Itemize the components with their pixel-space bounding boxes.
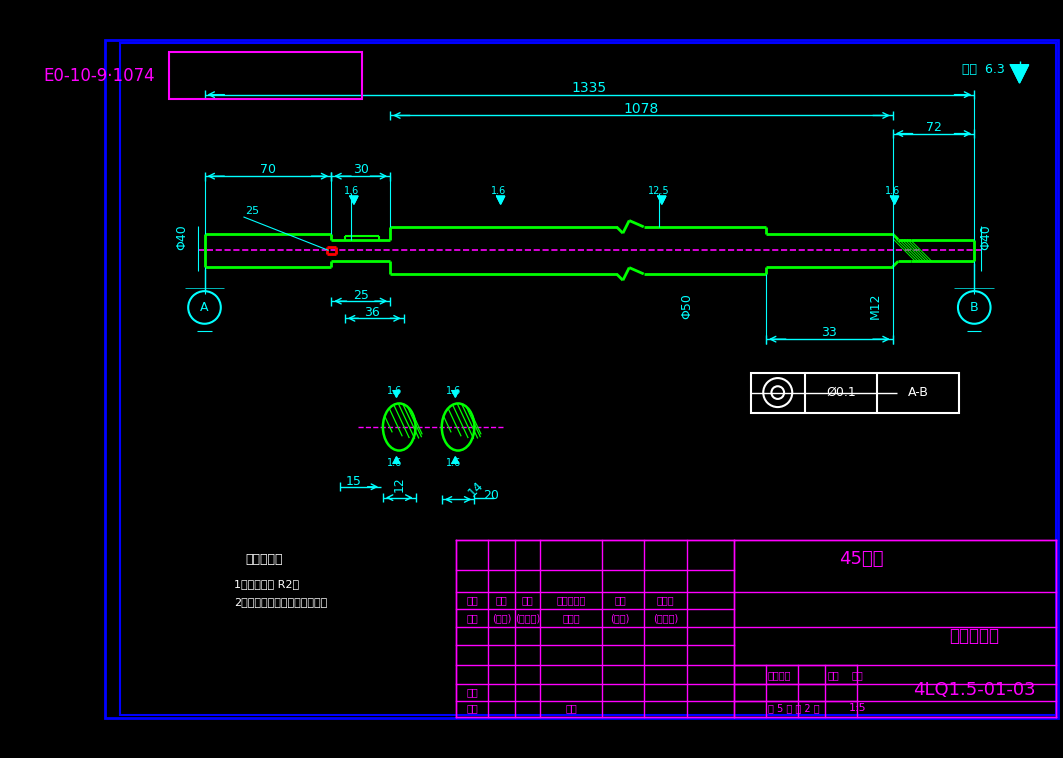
- Bar: [750, 373, 959, 413]
- Text: Ø0.1: Ø0.1: [826, 386, 856, 399]
- Text: 25: 25: [246, 205, 259, 215]
- Text: 标记: 标记: [467, 595, 478, 605]
- Text: 25: 25: [353, 290, 369, 302]
- Text: 15: 15: [345, 475, 361, 488]
- Text: (年月日): (年月日): [516, 613, 540, 623]
- Text: 重量: 重量: [828, 670, 840, 680]
- Text: 45号锢: 45号锢: [839, 550, 883, 568]
- Text: 1335: 1335: [572, 81, 607, 96]
- Text: 标准化: 标准化: [562, 613, 580, 623]
- Text: 1.6: 1.6: [387, 459, 402, 468]
- Text: 30: 30: [353, 163, 369, 177]
- Text: 1:5: 1:5: [848, 703, 866, 713]
- Polygon shape: [393, 391, 400, 397]
- Text: E0-10-9·1074: E0-10-9·1074: [43, 67, 154, 85]
- Polygon shape: [452, 391, 458, 397]
- Text: A: A: [200, 301, 208, 314]
- Polygon shape: [496, 196, 505, 204]
- Text: M12: M12: [870, 293, 882, 319]
- Text: 审核: 审核: [467, 688, 478, 697]
- Bar: [169, 52, 362, 99]
- Text: 处数: 处数: [495, 595, 507, 605]
- Text: 72: 72: [926, 121, 942, 133]
- Text: 2、与轴承配合处需渗碳处理。: 2、与轴承配合处需渗碳处理。: [234, 597, 327, 606]
- Polygon shape: [658, 196, 665, 204]
- Text: 1、未注圆角 R2；: 1、未注圆角 R2；: [234, 578, 300, 589]
- Text: 20: 20: [483, 490, 499, 503]
- Text: 14: 14: [466, 478, 487, 499]
- Text: Φ50: Φ50: [680, 293, 694, 318]
- Text: 工艺: 工艺: [467, 703, 478, 713]
- Text: Φ40: Φ40: [175, 224, 188, 249]
- Text: 1.6: 1.6: [445, 459, 461, 468]
- Text: 技术要求：: 技术要求：: [246, 553, 283, 565]
- Text: A-B: A-B: [908, 386, 929, 399]
- Text: 扒龙传动轴: 扒龙传动轴: [949, 627, 999, 645]
- Text: 1.6: 1.6: [491, 186, 506, 196]
- Text: 4LQ1.5-01-03: 4LQ1.5-01-03: [913, 681, 1035, 699]
- Text: 其余  6.3: 其余 6.3: [962, 63, 1005, 76]
- Text: 36: 36: [365, 306, 379, 319]
- Text: 1.6: 1.6: [387, 386, 402, 396]
- Text: 年月日: 年月日: [657, 595, 674, 605]
- Text: (签名): (签名): [610, 613, 630, 623]
- Polygon shape: [350, 196, 358, 204]
- Text: (年月日): (年月日): [653, 613, 678, 623]
- Text: 批准: 批准: [566, 703, 577, 713]
- Text: 70: 70: [259, 163, 276, 177]
- Polygon shape: [891, 196, 898, 204]
- Text: 33: 33: [822, 326, 838, 340]
- Text: Φ40: Φ40: [979, 224, 993, 249]
- Text: 共 5 张 第 2 张: 共 5 张 第 2 张: [769, 703, 820, 713]
- Polygon shape: [393, 457, 400, 463]
- Text: 设计: 设计: [467, 613, 478, 623]
- Text: 1078: 1078: [623, 102, 659, 116]
- Text: 比例: 比例: [851, 670, 863, 680]
- Text: 1.6: 1.6: [343, 186, 359, 196]
- Text: (签名): (签名): [492, 613, 511, 623]
- Text: 更改文件号: 更改文件号: [557, 595, 586, 605]
- Text: 阶段标记: 阶段标记: [767, 670, 791, 680]
- Text: 签名: 签名: [614, 595, 626, 605]
- Polygon shape: [452, 457, 458, 463]
- Polygon shape: [1011, 64, 1029, 83]
- Text: B: B: [969, 301, 979, 314]
- Text: 分区: 分区: [522, 595, 534, 605]
- Text: 12: 12: [392, 476, 406, 492]
- Text: 1.6: 1.6: [885, 186, 900, 196]
- Text: 12.5: 12.5: [648, 186, 670, 196]
- Text: 1.6: 1.6: [445, 386, 461, 396]
